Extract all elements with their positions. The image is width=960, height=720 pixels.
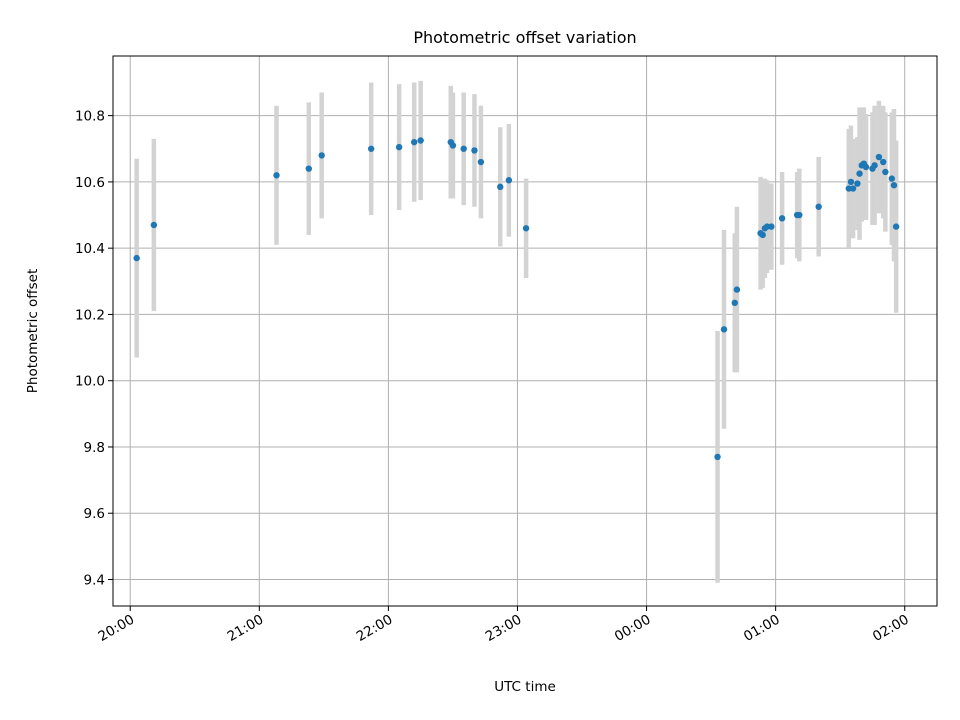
y-axis-label: Photometric offset	[25, 269, 41, 393]
y-tick-label: 10.4	[75, 241, 105, 257]
data-point	[768, 223, 775, 230]
y-tick-label: 10.8	[75, 109, 105, 125]
data-point	[888, 175, 896, 182]
data-point	[759, 231, 766, 239]
y-tick-label: 10.2	[75, 307, 105, 323]
data-point	[133, 254, 140, 262]
data-point	[871, 162, 878, 169]
y-axis-ticks: 9.4 9.6 9.8 10.0 10.2 10.4 10.6 10.8	[75, 109, 113, 588]
data-point	[875, 153, 883, 161]
data-point	[854, 180, 861, 187]
data-point	[273, 172, 280, 179]
data-point	[471, 147, 478, 154]
data-point	[449, 142, 457, 149]
x-axis-label: UTC time	[494, 679, 556, 695]
data-point	[882, 168, 889, 176]
y-tick-label: 9.6	[84, 506, 105, 522]
data-point	[497, 183, 504, 191]
data-point	[880, 158, 887, 166]
chart-title: Photometric offset variation	[413, 28, 636, 47]
data-point	[815, 203, 822, 210]
y-tick-label: 10.0	[75, 374, 105, 390]
data-point	[796, 211, 803, 219]
data-point	[150, 221, 158, 229]
data-points	[133, 137, 900, 461]
data-point	[522, 225, 530, 232]
data-point	[862, 163, 870, 171]
data-point	[733, 286, 741, 293]
data-point	[856, 170, 863, 177]
data-point	[714, 453, 721, 461]
data-point	[731, 299, 738, 307]
y-tick-label: 9.4	[84, 572, 105, 588]
data-point	[892, 223, 900, 230]
y-tick-label: 9.8	[84, 440, 105, 456]
data-point	[411, 138, 418, 146]
data-point	[849, 185, 857, 192]
data-point	[367, 145, 375, 152]
data-point	[318, 152, 325, 159]
data-point	[305, 165, 312, 172]
data-point	[417, 137, 424, 144]
y-tick-label: 10.6	[75, 175, 105, 191]
data-point	[778, 215, 786, 222]
data-point	[505, 177, 513, 184]
data-point	[847, 178, 855, 186]
plot-frame	[112, 55, 938, 607]
data-point	[460, 145, 467, 152]
data-point	[477, 158, 485, 166]
data-point	[395, 143, 403, 151]
data-point	[890, 182, 898, 189]
data-point	[720, 326, 728, 333]
